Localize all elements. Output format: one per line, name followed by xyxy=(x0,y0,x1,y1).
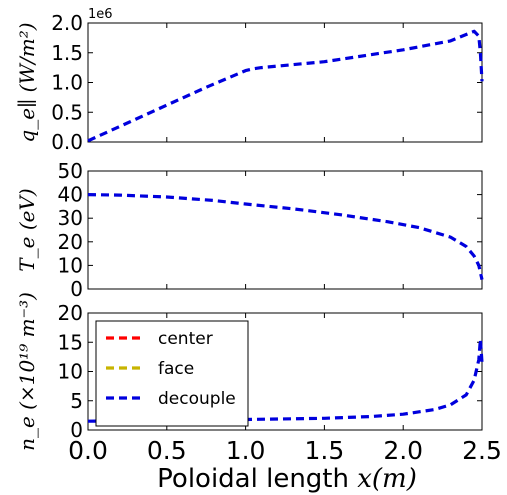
y-tick-label: 2.0 xyxy=(51,11,83,35)
y-tick-label: 20 xyxy=(58,230,83,254)
legend-label-center: center xyxy=(158,329,213,349)
y-tick-label: 50 xyxy=(58,159,83,183)
y-tick-label: 0.0 xyxy=(51,130,83,154)
y-tick-label: 0.5 xyxy=(51,100,83,124)
series-line-decouple xyxy=(87,29,484,143)
axes-frame xyxy=(87,22,483,143)
y-tick-label: 20 xyxy=(58,301,83,325)
offset-text: 1e6 xyxy=(88,7,113,22)
x-axis-label-math: x(m) xyxy=(357,464,417,494)
y-axis-label: q_e∥ (W/m²) xyxy=(15,22,39,142)
x-axis-label: Poloidal length x(m) xyxy=(157,464,417,494)
legend-label-decouple: decouple xyxy=(158,389,236,409)
y-tick-label: 15 xyxy=(58,330,83,354)
legend-label-face: face xyxy=(158,359,194,379)
y-tick-label: 1.0 xyxy=(51,71,83,95)
x-tick-label: 1.0 xyxy=(226,436,266,465)
x-tick-label: 1.5 xyxy=(305,436,345,465)
axes-frame xyxy=(87,170,483,290)
x-axis-label-text: Poloidal length xyxy=(157,464,357,494)
y-tick-label: 10 xyxy=(58,253,83,277)
y-tick-label: 0 xyxy=(70,277,83,301)
series-line-decouple xyxy=(87,193,484,280)
y-axis-label: T_e (eV) xyxy=(15,188,39,271)
y-tick-label: 5 xyxy=(70,389,83,413)
panel-heat-flux: 0.0 0.5 1.0 1.5 2.0 q_e∥ (W/m²) 1e6 xyxy=(15,7,484,154)
y-tick-label: 10 xyxy=(58,360,83,384)
y-axis-label: n_e (×10¹⁹ m⁻³) xyxy=(15,292,39,451)
y-tick-label: 0 xyxy=(70,418,83,442)
x-tick-label: 2.5 xyxy=(462,436,502,465)
x-tick-label: 0.0 xyxy=(68,436,108,465)
panel-electron-density: 0 5 10 15 20 n_e (×10¹⁹ m⁻³) 0.0 0.5 1.0 1.5 2.0 2.… xyxy=(15,292,502,494)
x-tick-label: 0.5 xyxy=(147,436,187,465)
y-tick-label: 1.5 xyxy=(51,41,83,65)
x-tick-label: 2.0 xyxy=(383,436,423,465)
y-tick-label: 40 xyxy=(58,183,83,207)
y-tick-label: 30 xyxy=(58,206,83,230)
